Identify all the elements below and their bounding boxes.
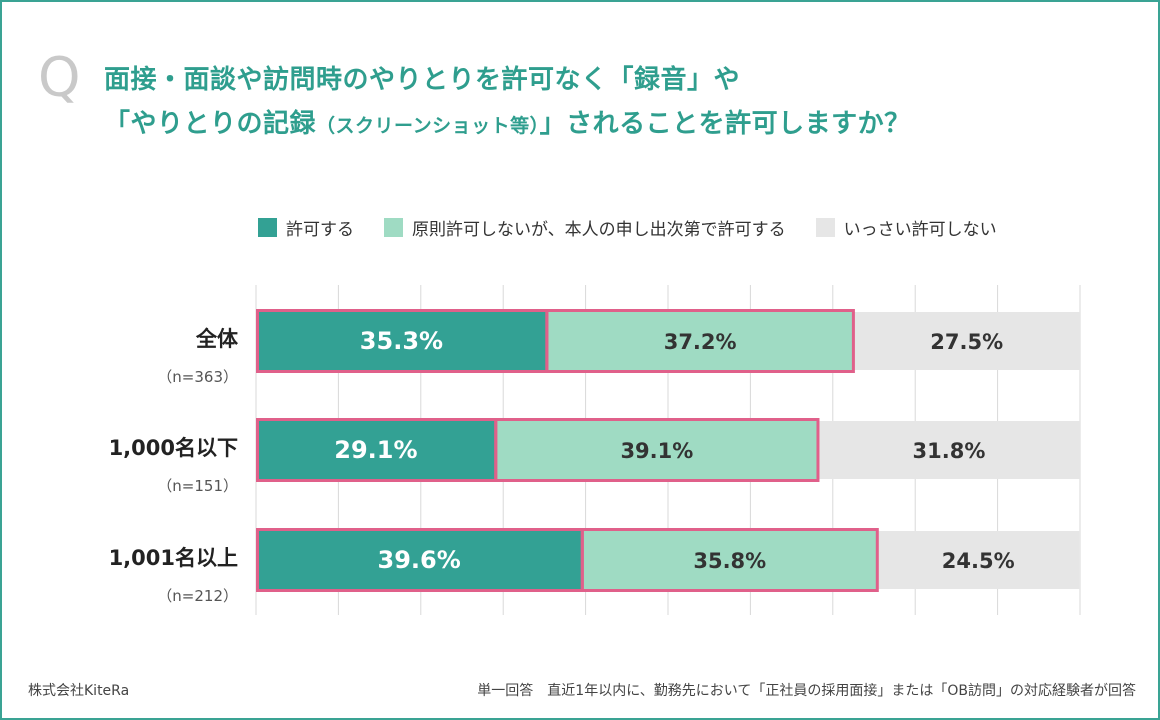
value-label-never-2: 24.5% [942,549,1015,573]
chart-title: 面接・面談や訪問時のやりとりを許可なく「録音」や 「やりとりの記録（スクリーンシ… [104,58,911,148]
legend-swatch-allow [258,217,277,237]
category-note-0: （n=363） [157,368,238,386]
category-label-0: 全体 [195,327,239,351]
bar-never-1 [817,421,1080,479]
bar-layer [256,309,1080,592]
value-label-allow-2: 39.6% [378,546,461,574]
highlight-border-conditional-1 [494,418,820,482]
value-label-never-0: 27.5% [930,330,1003,354]
label-layer: 35.3% 37.2% 27.5% 全体 （n=363） 29.1% 39.1% 31.8% 1… [109,327,1015,605]
category-label-2: 1,001名以上 [109,546,238,570]
footer-company: 株式会社KiteRa [28,683,130,699]
value-label-never-1: 31.8% [913,439,986,463]
bar-conditional-1 [495,421,818,479]
legend-label-allow: 許可する [286,219,354,240]
legend-swatch-never [815,217,835,237]
legend-swatch-conditional [384,217,403,237]
title-line-2-note: （スクリーンショット等） [316,115,540,137]
legend: 許可する 原則許可しないが、本人の申し出次第で許可する いっさい許可しない [258,215,1027,240]
title-line-2-end: 」されることを許可しますか？ [539,109,911,139]
legend-item-allow: 許可する [258,215,354,240]
value-label-conditional-1: 39.1% [620,439,693,463]
category-label-1: 1,000名以下 [109,436,238,460]
footer-note: 単一回答 直近1年以内に、勤務先において「正社員の採用面接」または「OB訪問」の… [477,683,1136,699]
highlight-border-conditional-0 [545,309,855,373]
value-label-allow-1: 29.1% [334,436,417,464]
title-line-2: 「やりとりの記録（スクリーンショット等）」されることを許可しますか？ [104,102,911,148]
bar-never-0 [853,312,1080,370]
value-label-allow-0: 35.3% [360,327,443,355]
legend-item-never: いっさい許可しない [815,215,997,240]
bar-allow-1 [256,421,496,479]
value-label-conditional-2: 35.8% [693,549,766,573]
bar-conditional-2 [582,531,878,589]
question-marker: Q [38,46,81,109]
bar-allow-0 [256,312,547,370]
category-note-1: （n=151） [157,477,238,495]
bar-never-2 [877,531,1080,589]
category-note-2: （n=212） [157,587,238,605]
bar-conditional-0 [546,312,854,370]
bar-allow-2 [256,531,583,589]
highlight-border-conditional-2 [580,528,879,592]
legend-item-conditional: 原則許可しないが、本人の申し出次第で許可する [384,215,786,240]
value-label-conditional-0: 37.2% [664,330,737,354]
title-line-1: 面接・面談や訪問時のやりとりを許可なく「録音」や [104,65,741,95]
title-line-2-main: 「やりとりの記録 [104,109,317,139]
legend-label-conditional: 原則許可しないが、本人の申し出次第で許可する [412,219,786,240]
legend-label-never: いっさい許可しない [843,219,997,240]
